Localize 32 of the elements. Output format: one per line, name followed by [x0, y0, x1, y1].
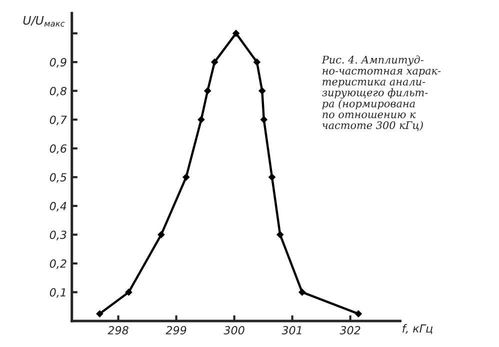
- y-tick-label: 0,8: [50, 86, 67, 96]
- y-tick-label: 0,2: [50, 259, 66, 269]
- point: [258, 87, 266, 94]
- y-tick-label: 0,4: [50, 202, 66, 212]
- point: [96, 310, 104, 318]
- y-tick-label: 0,1: [50, 288, 66, 298]
- x-axis-title: f, кГц: [402, 324, 433, 334]
- x-tick-label: 302: [340, 326, 360, 334]
- point: [158, 231, 165, 238]
- annotation: Рис. 4. Амплитуд- но-частотная харак- теристика анали- зирующего фильт- ра (нормирована по отношению к частоте 300 кГц): [322, 56, 441, 132]
- x-tick-label: 298: [108, 326, 128, 334]
- y-tick-label: 0,6: [50, 144, 66, 154]
- point: [182, 174, 190, 181]
- point: [211, 58, 218, 66]
- point: [298, 288, 306, 296]
- point: [204, 87, 212, 94]
- y-tick-label: 0,3: [50, 230, 66, 240]
- point: [125, 288, 132, 296]
- y-tick-label: 0,9: [50, 58, 66, 68]
- point: [268, 174, 276, 181]
- point: [354, 310, 362, 318]
- y-tick-label: 0,5: [50, 173, 66, 183]
- point: [276, 231, 284, 238]
- point: [232, 30, 240, 37]
- y-axis-title: U/U$_{макс}$: [23, 16, 65, 27]
- y-tick-label: 0,7: [50, 116, 67, 126]
- point: [198, 116, 205, 124]
- x-tick-label: 299: [166, 326, 186, 334]
- point: [253, 58, 260, 66]
- x-tick-label: 300: [224, 326, 244, 334]
- x-tick-label: 301: [282, 326, 302, 334]
- point: [260, 116, 268, 124]
